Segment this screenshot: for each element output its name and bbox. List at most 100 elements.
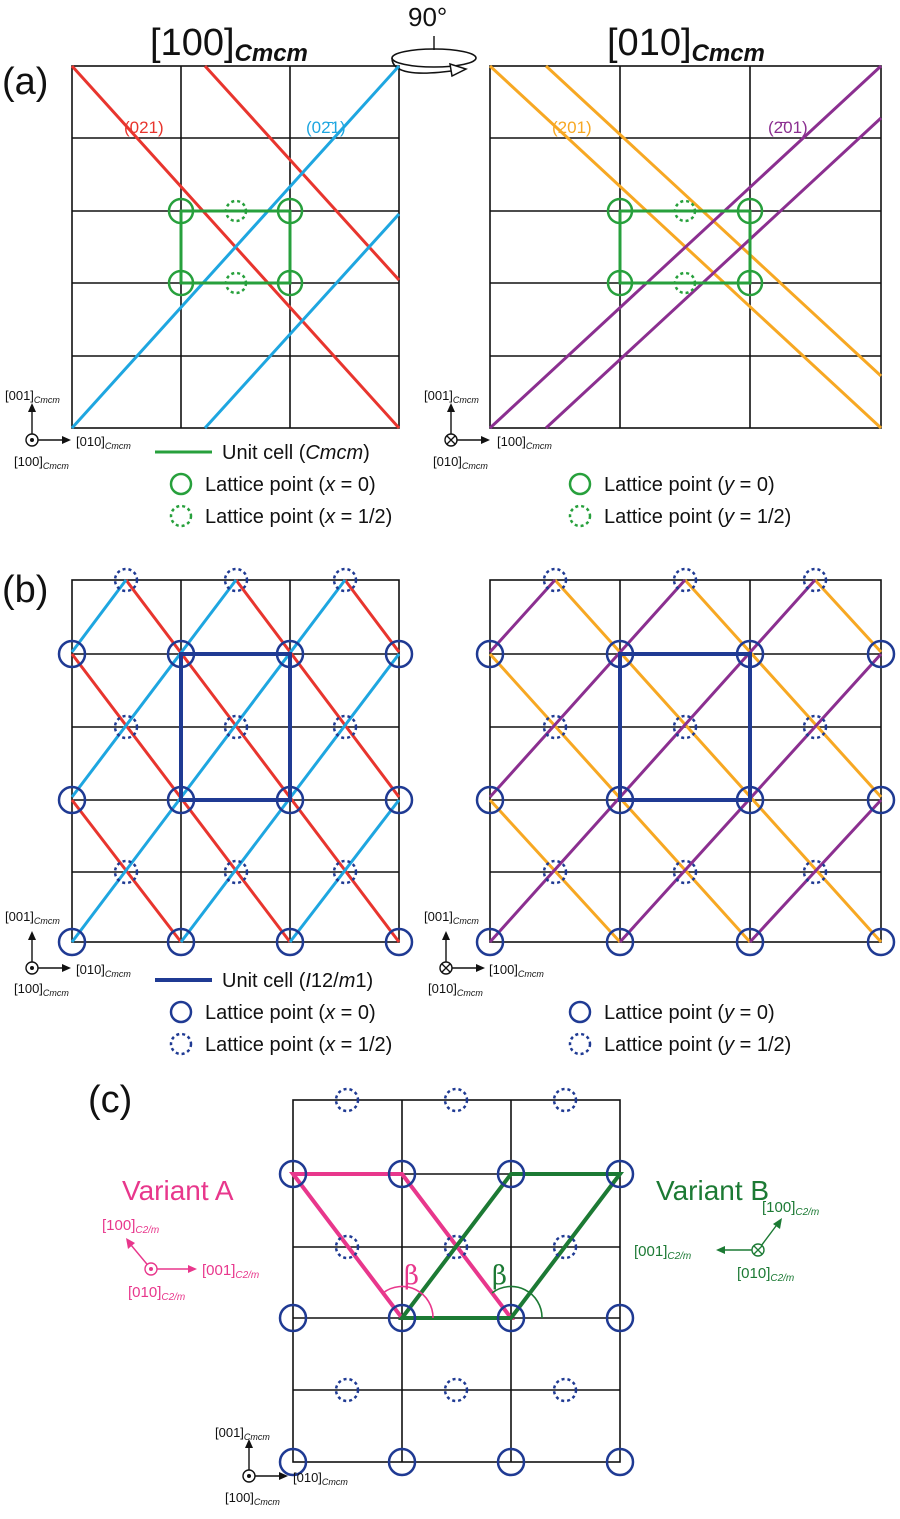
lattice-point (866, 639, 896, 669)
svg-text:[010]Cmcm: [010]Cmcm (76, 434, 131, 451)
svg-text:Lattice point (y = 0): Lattice point (y = 0) (604, 1002, 775, 1024)
svg-text:[010]Cmcm: [010]Cmcm (293, 1470, 348, 1487)
legend-lattice-point-half-icon (568, 1032, 592, 1056)
svg-text:Lattice point (x = 1/2): Lattice point (x = 1/2) (205, 506, 392, 528)
unit-cell-cmcm-left (179, 209, 292, 285)
lattice-point-half (443, 1234, 469, 1260)
panel-b-legend: Unit cell (I12/m1) Lattice point (x = 0)… (155, 970, 791, 1056)
lattice-point (606, 269, 634, 297)
lattice-point (167, 269, 195, 297)
lattice-point (278, 1447, 308, 1477)
lattice-point (606, 197, 634, 225)
lattice-point-half (802, 567, 828, 593)
panel-a-label: (a) (2, 61, 48, 103)
panel-c-axes: [001]Cmcm [010]Cmcm [100]Cmcm (215, 1425, 348, 1507)
variant-b-axes: [100]C2/m [001]C2/m [010]C2/m (634, 1199, 819, 1284)
svg-text:[001]Cmcm: [001]Cmcm (215, 1425, 270, 1442)
lattice-point-half (332, 567, 358, 593)
lattice-point-half (673, 271, 697, 295)
lattice-point (166, 927, 196, 957)
svg-text:[001]Cmcm: [001]Cmcm (5, 909, 60, 926)
panel-a-right-axes: [001]Cmcm [100]Cmcm [010]Cmcm (424, 388, 552, 471)
svg-text:[100]Cmcm: [100]Cmcm (225, 1490, 280, 1507)
svg-text:[100]Cmcm: [100]Cmcm (150, 22, 308, 67)
lattice-point (866, 927, 896, 957)
svg-text:[100]Cmcm: [100]Cmcm (497, 434, 552, 451)
lattice-point (167, 197, 195, 225)
lattice-point (605, 1447, 635, 1477)
svg-text:[010]Cmcm: [010]Cmcm (433, 454, 488, 471)
svg-text:[100]C2/m: [100]C2/m (102, 1217, 159, 1236)
panel-c-label: (c) (88, 1079, 132, 1121)
legend-lattice-point-half-icon (169, 504, 193, 528)
beta-label-a: β (404, 1261, 419, 1291)
lattice-point-half (542, 714, 568, 740)
lattice-point-half (673, 199, 697, 223)
lattice-point (387, 1303, 417, 1333)
lattice-point (276, 269, 304, 297)
lattice-point (57, 785, 87, 815)
lattice-point-half (113, 859, 139, 885)
svg-text:Lattice point (y = 0): Lattice point (y = 0) (604, 474, 775, 496)
svg-text:[001]C2/m: [001]C2/m (202, 1262, 259, 1281)
svg-text:Lattice point (x = 1/2): Lattice point (x = 1/2) (205, 1034, 392, 1056)
lattice-point (735, 785, 765, 815)
svg-text:Unit cell (Cmcm): Unit cell (Cmcm) (222, 442, 370, 464)
lattice-point-half (552, 1087, 578, 1113)
unit-cell-i12m1-right (618, 652, 752, 802)
lattice-point (166, 785, 196, 815)
lattice-point-half (443, 1377, 469, 1403)
lattice-point (384, 639, 414, 669)
rotation-arrow-icon (391, 36, 477, 78)
lattice-point (605, 639, 635, 669)
panel-c-grid (292, 1099, 621, 1463)
lattice-point (736, 197, 764, 225)
panel-a-left-title: [100] (150, 22, 235, 64)
lattice-point (605, 1159, 635, 1189)
lattice-point-half (334, 1087, 360, 1113)
plane-label-2bar-01: (2̄01) (768, 118, 808, 137)
lattice-point-half (113, 714, 139, 740)
lattice-point-half (542, 859, 568, 885)
panel-b-left-axes: [001]Cmcm [010]Cmcm [100]Cmcm (5, 909, 131, 998)
lattice-point (735, 639, 765, 669)
panel-a-left-title-sub: Cmcm (235, 40, 308, 67)
lattice-point (275, 785, 305, 815)
plane-label-021: (021) (124, 118, 164, 137)
lattice-point (275, 927, 305, 957)
lattice-point-half (332, 859, 358, 885)
panel-a-right-title: [010] (607, 22, 692, 64)
lattice-point-half (672, 859, 698, 885)
svg-text:[010]Cmcm: [010]Cmcm (76, 962, 131, 979)
panel-a-legend: Unit cell (Cmcm) Lattice point (x = 0) L… (155, 442, 791, 528)
panel-a-right-title-sub: Cmcm (692, 40, 765, 67)
lattice-point-half (542, 567, 568, 593)
unit-cell-cmcm-right (618, 209, 752, 285)
lattice-point (387, 1447, 417, 1477)
lattice-point-half (802, 859, 828, 885)
beta-angle-arc-b (491, 1285, 543, 1319)
svg-text:[010]Cmcm: [010]Cmcm (607, 22, 765, 67)
lattice-point-half (334, 1377, 360, 1403)
lattice-point (278, 1159, 308, 1189)
svg-text:[100]C2/m: [100]C2/m (762, 1199, 819, 1218)
lattice-point (57, 639, 87, 669)
lattice-point (384, 927, 414, 957)
legend-lattice-point-icon (169, 1000, 193, 1024)
svg-text:[001]C2/m: [001]C2/m (634, 1243, 691, 1262)
lattice-point-half (113, 567, 139, 593)
lattice-point-half (224, 271, 248, 295)
lattice-point-half (332, 714, 358, 740)
svg-text:[010]C2/m: [010]C2/m (128, 1284, 185, 1303)
svg-text:[100]Cmcm: [100]Cmcm (489, 962, 544, 979)
svg-text:Unit cell (I12/m1): Unit cell (I12/m1) (222, 970, 373, 992)
legend-lattice-point-icon (568, 472, 592, 496)
panel-b-right-lattice (475, 567, 896, 957)
plane-trace-red-left (70, 579, 401, 943)
lattice-point (275, 639, 305, 669)
legend-lattice-point-icon (568, 1000, 592, 1024)
lattice-point (276, 197, 304, 225)
plane-trace-blue-left (70, 579, 401, 943)
panel-c: (c) β β Variant A Variant B [100]C2/m [0… (88, 1079, 819, 1507)
panel-b-right-grid (489, 579, 882, 943)
